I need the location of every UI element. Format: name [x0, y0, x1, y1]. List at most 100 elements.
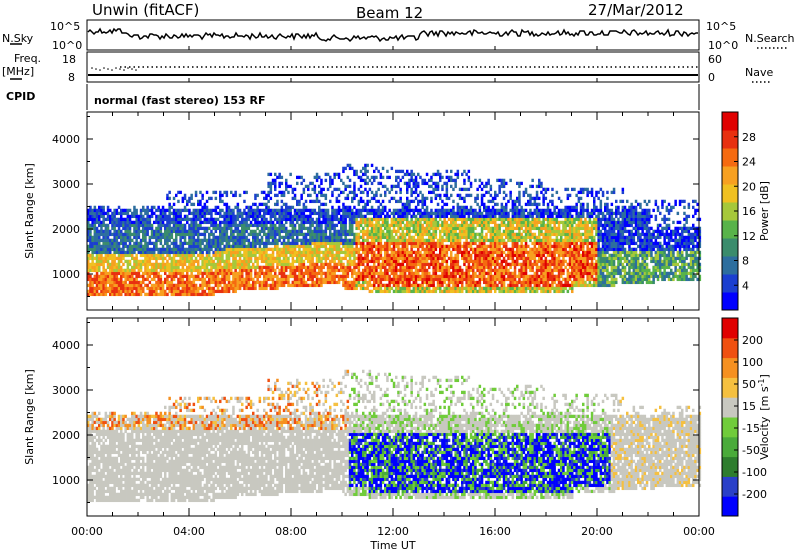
power-cell [175, 274, 178, 279]
power-cell [390, 184, 394, 189]
power-cell [377, 211, 380, 216]
power-cell [263, 241, 266, 246]
power-cell [300, 217, 303, 222]
power-cell [373, 208, 376, 213]
power-cell [483, 241, 486, 246]
power-cell [344, 229, 347, 234]
power-cell [126, 211, 130, 216]
power-cell [289, 235, 292, 240]
power-cell [333, 172, 336, 177]
power-cell [428, 250, 431, 255]
power-cell [379, 193, 383, 198]
power-cell [271, 238, 275, 243]
power-cell [230, 265, 233, 270]
power-cell [186, 253, 189, 258]
power-cell [245, 268, 248, 273]
power-cell [375, 229, 378, 234]
power-cell [168, 196, 171, 201]
power-cell [443, 217, 446, 222]
power-cell [386, 289, 389, 294]
power-cell [485, 262, 488, 267]
power-cell [287, 274, 290, 279]
power-cell [219, 232, 222, 237]
power-cell [139, 259, 143, 264]
power-cell [148, 289, 152, 294]
power-cell [434, 208, 438, 213]
power-cell [395, 277, 398, 282]
power-cell [445, 277, 449, 282]
power-cell [300, 268, 303, 273]
power-cell [456, 253, 460, 258]
power-cell [293, 247, 297, 252]
power-cell [474, 289, 477, 294]
power-cell [210, 211, 213, 216]
power-cell [177, 292, 180, 297]
power-cell [472, 226, 475, 231]
power-cell [403, 226, 407, 231]
power-cell [194, 217, 198, 222]
power-cell [263, 256, 266, 261]
power-cell [406, 247, 409, 252]
power-cell [307, 244, 310, 249]
power-cell [243, 229, 246, 234]
power-cell [252, 208, 255, 213]
power-cell [104, 283, 108, 288]
power-cell [190, 286, 193, 291]
power-cell [159, 217, 163, 222]
power-cell [214, 277, 218, 282]
power-cell [210, 289, 213, 294]
power-cell [146, 208, 149, 213]
power-cell [265, 256, 268, 261]
power-cell [137, 250, 141, 255]
power-cell [95, 208, 99, 213]
power-cell [260, 208, 264, 213]
power-cell [320, 202, 323, 207]
power-cell [445, 247, 449, 252]
power-cell [315, 271, 319, 276]
power-cell [227, 268, 231, 273]
power-cell [450, 259, 453, 264]
power-cell [300, 244, 303, 249]
power-cell [406, 223, 409, 228]
power-cell [238, 244, 242, 249]
power-cell [485, 250, 488, 255]
power-cell [296, 214, 299, 219]
power-cell [423, 229, 427, 234]
power-cell [388, 247, 391, 252]
power-cell [346, 193, 350, 198]
power-cell [412, 250, 416, 255]
power-cell [133, 211, 136, 216]
power-cell [179, 259, 182, 264]
power-cell [397, 217, 400, 222]
power-cell [399, 238, 402, 243]
power-cell [434, 187, 438, 192]
power-cell [111, 256, 114, 261]
power-cell [423, 217, 427, 222]
power-cell [100, 229, 103, 234]
power-cell [164, 277, 167, 282]
power-cell [423, 199, 427, 204]
power-cell [137, 283, 141, 288]
power-cell [298, 217, 301, 222]
power-cell [326, 208, 330, 213]
power-cell [489, 277, 493, 282]
power-cell [465, 241, 468, 246]
power-cell [216, 271, 220, 276]
power-cell [377, 208, 380, 213]
power-cell [245, 265, 248, 270]
power-cell [249, 229, 253, 234]
power-cell [313, 220, 317, 225]
power-cell [353, 181, 356, 186]
power-cell [469, 265, 473, 270]
power-cell [137, 244, 141, 249]
power-cell [428, 211, 431, 216]
power-cell [201, 232, 204, 237]
power-cell [340, 277, 343, 282]
power-cell [467, 226, 471, 231]
power-cell [131, 277, 134, 282]
power-cell [249, 253, 253, 258]
power-cell [139, 247, 143, 252]
power-cell [139, 229, 143, 234]
power-cell [186, 277, 189, 282]
power-cell [417, 229, 420, 234]
